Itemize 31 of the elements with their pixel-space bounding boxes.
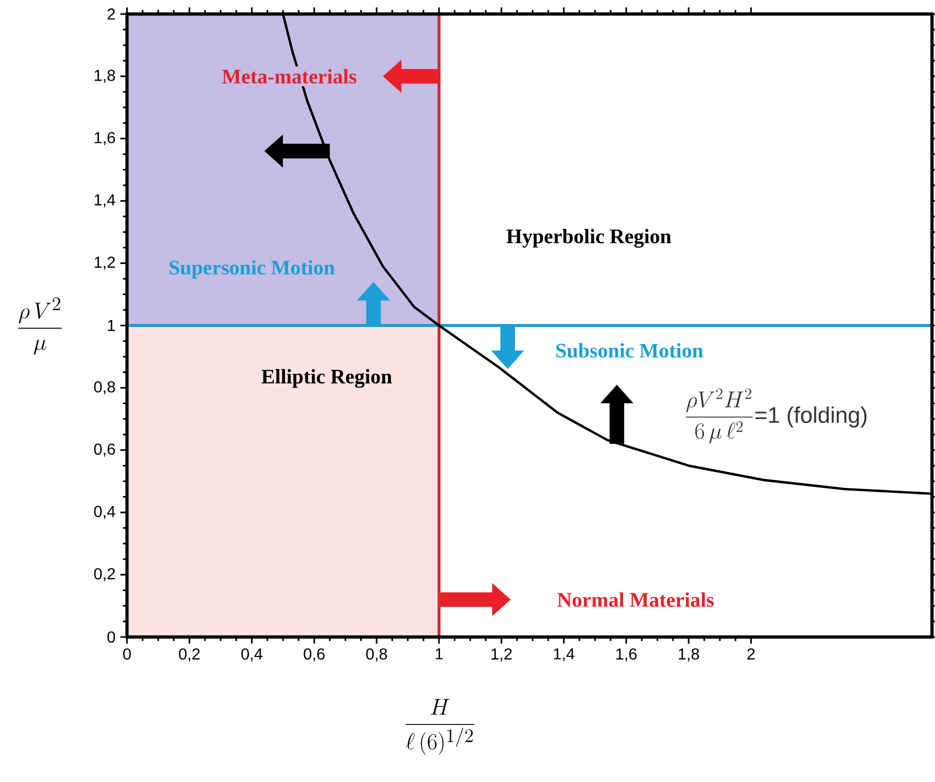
x-axis-title: $\frac{H}{\ell\,(6)^{1/2}}$ — [406, 698, 474, 756]
x-tick-label: 1,4 — [554, 648, 574, 662]
x-tick-label: 0 — [123, 648, 131, 660]
x-tick-label: 0,2 — [178, 648, 200, 662]
y-tick-label: 0,6 — [94, 444, 115, 457]
y-tick-label: 0,8 — [94, 381, 115, 394]
x-tick-label: 0,6 — [304, 648, 325, 662]
y-tick-label: 1,2 — [94, 256, 115, 270]
y-tick-label: 1,6 — [94, 132, 115, 146]
x-tick-label: 0,4 — [241, 648, 262, 662]
annotation: Subsonic Motion — [556, 343, 704, 358]
y-tick-label: 1,8 — [94, 70, 115, 83]
x-tick-label: 1,2 — [492, 648, 512, 662]
annotation: Hyperbolic Region — [506, 228, 672, 248]
y-axis-title: $\frac{\rho\, V^{2}}{\mu}$ — [18, 297, 62, 355]
annotation: $\frac{\rho V^{2}H^{2}}{6\,\mu\,\ell^{2}}\text{=1 (folding)}$ — [686, 388, 866, 444]
y-tick-label: 2 — [108, 8, 115, 20]
x-tick-label: 1 — [436, 648, 443, 660]
x-tick-label: 2 — [747, 648, 755, 660]
annotation: Normal Materials — [557, 592, 714, 607]
y-tick-label: 0,4 — [94, 506, 116, 519]
y-tick-label: 1,4 — [94, 194, 116, 208]
annotation: Elliptic Region — [262, 369, 392, 388]
y-tick-label: 1 — [108, 320, 115, 331]
annotation: Meta-materials — [222, 69, 356, 84]
y-tick-label: 0 — [107, 631, 116, 643]
x-tick-label: 1,8 — [678, 648, 700, 662]
x-tick-label: 1,6 — [616, 648, 637, 662]
y-tick-label: 0,2 — [94, 568, 115, 582]
annotation: Supersonic Motion — [170, 260, 335, 279]
x-tick-label: 0,8 — [366, 648, 387, 662]
